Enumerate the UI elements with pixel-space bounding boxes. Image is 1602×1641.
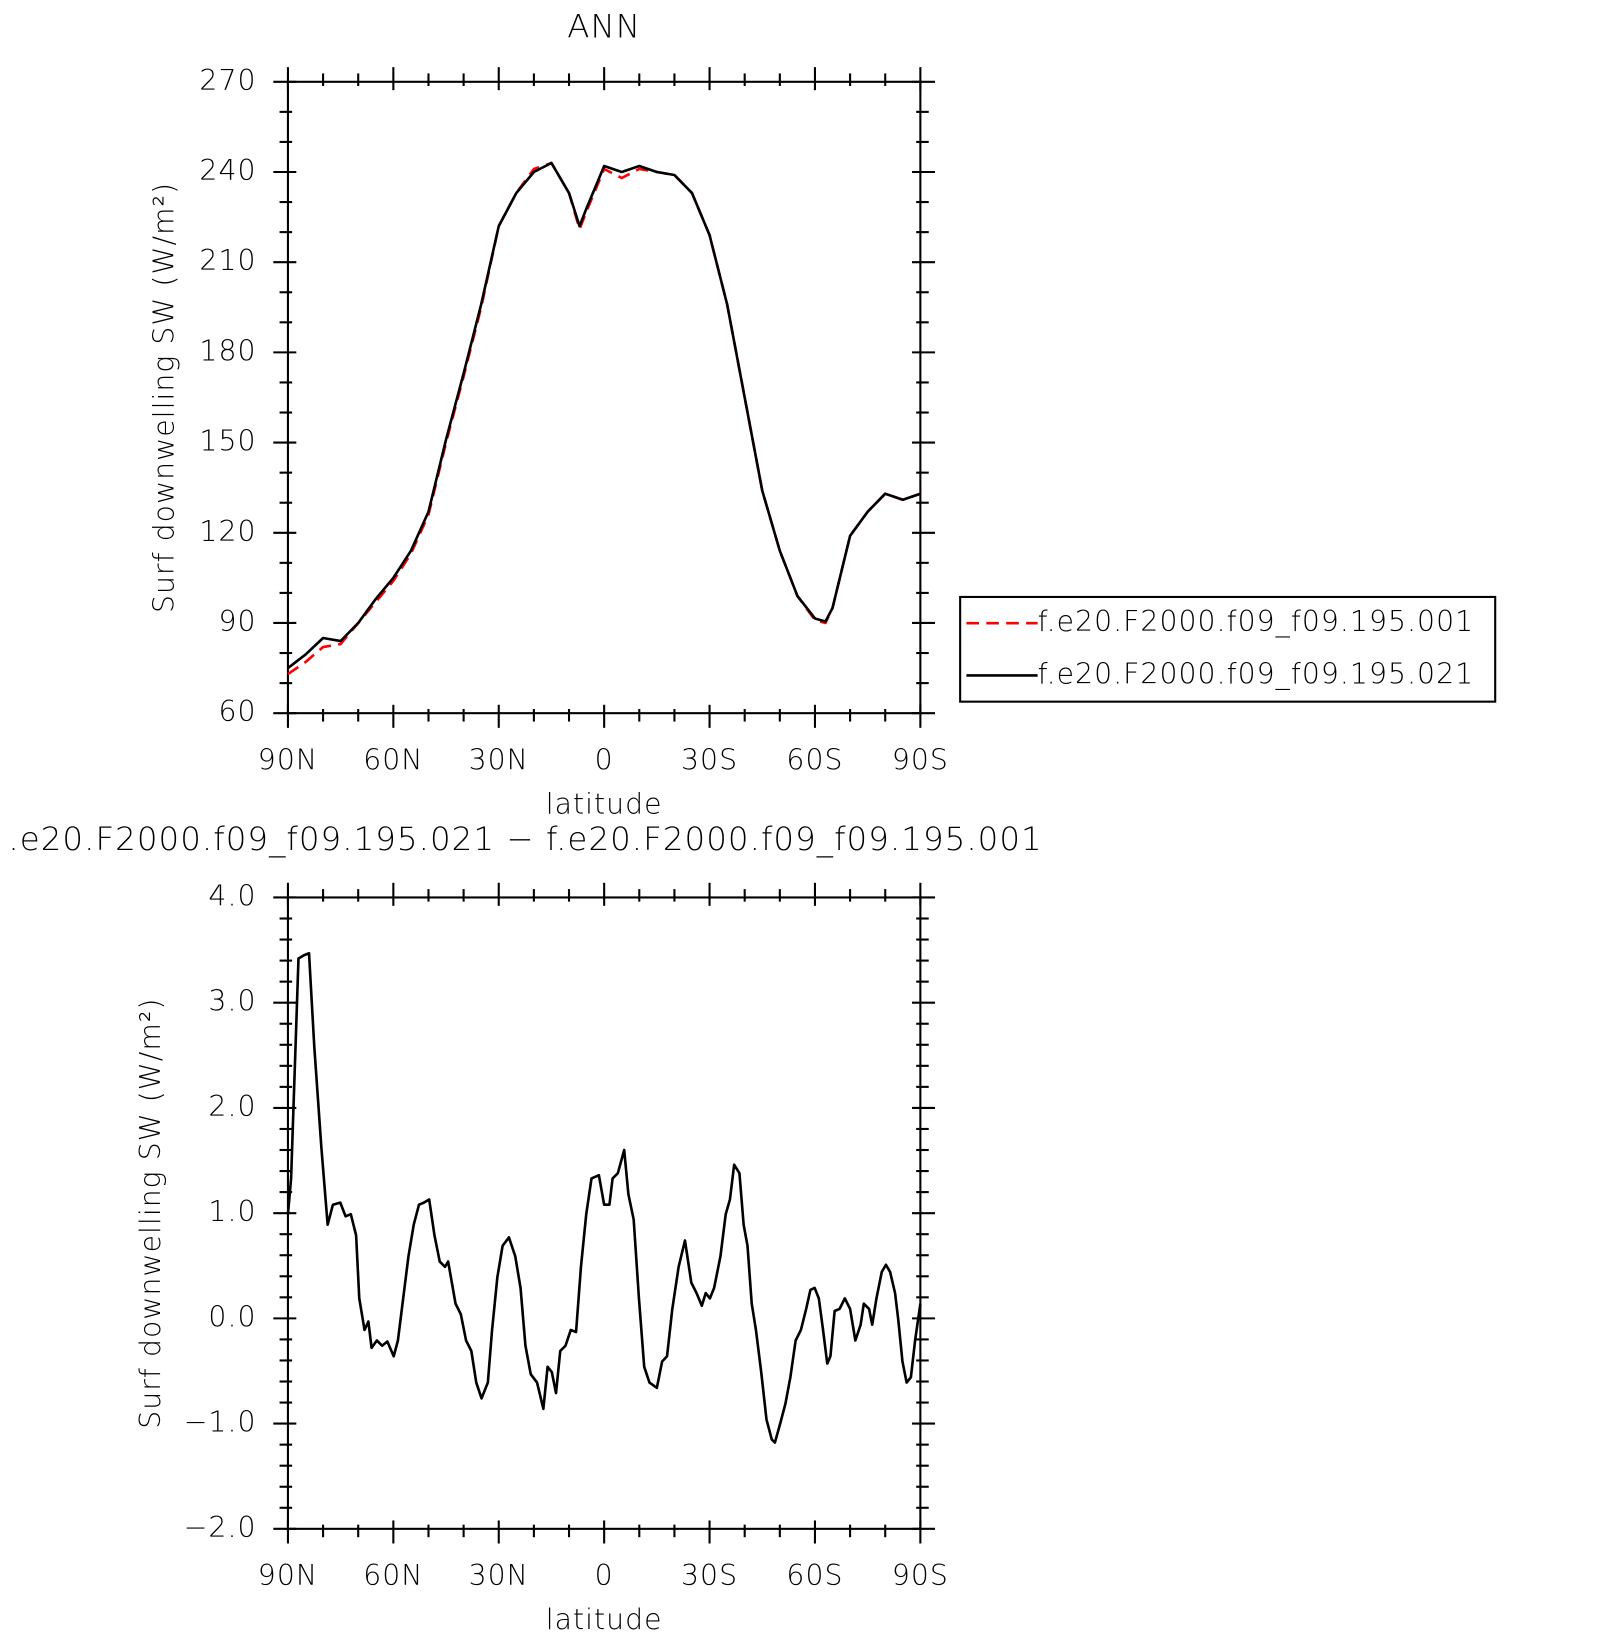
plot-frame <box>286 80 922 715</box>
y-tick-label: 3.0 <box>208 985 256 1018</box>
legend-box <box>959 595 1497 703</box>
data-line <box>287 161 921 676</box>
x-tick-label: 90S <box>892 743 949 776</box>
y-tick-label: 60 <box>218 695 256 728</box>
x-tick-label: 0 <box>595 1559 614 1592</box>
legend-label: f.e20.F2000.f09_f09.195.021 <box>1038 657 1475 691</box>
x-tick-label: 0 <box>595 743 614 776</box>
y-tick-label: 150 <box>199 425 256 458</box>
data-line <box>286 951 922 1444</box>
x-tick-label: 90S <box>892 1559 949 1592</box>
plot-frame <box>286 896 922 1530</box>
y-tick-label: 90 <box>218 605 256 638</box>
x-tick-label: 30S <box>681 743 738 776</box>
chart-title: ANN <box>567 7 641 45</box>
x-tick-label: 90N <box>258 1559 318 1592</box>
x-axis-label: latitude <box>546 787 663 820</box>
y-tick-label: −2.0 <box>184 1511 257 1544</box>
x-tick-label: 30S <box>681 1559 738 1592</box>
chart-title: .e20.F2000.f09_f09.195.021 − f.e20.F2000… <box>8 820 1042 858</box>
y-tick-label: 270 <box>199 64 256 97</box>
y-axis-label: Surf downwelling SW (W/m²) <box>147 182 180 613</box>
y-axis-label: Surf downwelling SW (W/m²) <box>134 998 167 1429</box>
y-tick-label: 210 <box>199 244 256 277</box>
y-tick-label: 0.0 <box>208 1300 256 1333</box>
y-tick-label: 240 <box>199 154 256 187</box>
x-tick-label: 60S <box>786 743 843 776</box>
x-tick-label: 30N <box>469 1559 529 1592</box>
y-tick-label: 2.0 <box>208 1090 256 1123</box>
y-tick-label: 180 <box>199 334 256 367</box>
y-tick-label: 120 <box>199 515 256 548</box>
x-axis-label: latitude <box>546 1603 663 1636</box>
x-tick-label: 60N <box>363 1559 423 1592</box>
x-tick-label: 30N <box>469 743 529 776</box>
y-tick-label: −1.0 <box>184 1406 257 1439</box>
y-tick-label: 1.0 <box>208 1195 256 1228</box>
data-line <box>287 161 921 670</box>
y-tick-label: 4.0 <box>208 879 256 912</box>
x-tick-label: 90N <box>258 743 318 776</box>
x-tick-label: 60N <box>363 743 423 776</box>
legend-label: f.e20.F2000.f09_f09.195.001 <box>1038 605 1475 639</box>
x-tick-label: 60S <box>786 1559 843 1592</box>
